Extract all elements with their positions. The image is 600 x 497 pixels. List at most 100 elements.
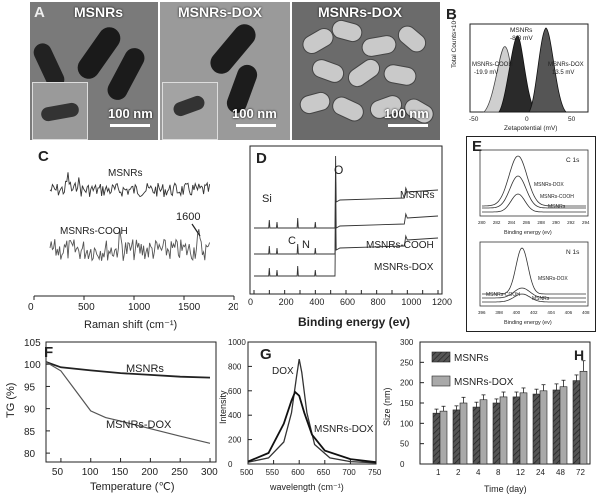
bar-msnrs-dox — [519, 392, 528, 465]
tick-label: 1000 — [401, 297, 421, 307]
tick-label: 150 — [400, 399, 414, 408]
panel-letter: F — [44, 344, 54, 361]
tick-label: -50 — [469, 116, 479, 123]
peak-label-o: O — [334, 163, 343, 177]
peak-msnrs-dox — [528, 27, 567, 113]
axis-label-x: Binding energy (ev) — [298, 315, 410, 329]
series-line-msnrs-dox — [45, 361, 211, 444]
tick-label: 72 — [576, 468, 585, 477]
series-msnrs — [482, 293, 586, 303]
tick-label: 650 — [317, 468, 331, 477]
tick-label: 24 — [536, 468, 545, 477]
series-label: MSNRs — [108, 168, 142, 179]
series-label: MSNRs-COOH — [60, 226, 128, 237]
tick-label: 600 — [228, 387, 242, 396]
tick-label: 12 — [516, 468, 525, 477]
tick-label: 280 — [478, 220, 486, 225]
inset-image — [162, 82, 218, 140]
series-msnrs-dox — [482, 155, 586, 207]
tga-chart: 50 100 150 200 250 300 80 85 90 95 100 105 MSNRs MS… — [5, 338, 218, 493]
tick-label: 48 — [556, 468, 565, 477]
peak-label: MSNRs-COOH — [472, 62, 513, 68]
peak-value: 13.5 mV — [552, 70, 574, 76]
tem-image-msnrs — [30, 2, 158, 140]
bar-msnrs — [432, 412, 441, 465]
tick-label: 0 — [28, 302, 34, 313]
tick-label: 290 — [552, 220, 560, 225]
tick-label: 50 — [400, 440, 409, 449]
tick-label: 105 — [24, 338, 41, 349]
peak-label-si: Si — [262, 193, 272, 205]
tick-label: 95 — [24, 382, 36, 393]
panel-letter: E — [472, 138, 483, 155]
tick-label: 550 — [266, 468, 280, 477]
axis-ticks: 500 550 600 650 700 750 0 200 400 600 800 1000 — [228, 338, 382, 477]
tick-label: 1 — [436, 468, 441, 477]
axis-label-x: Binding energy (ev) — [504, 320, 552, 326]
peak-label-c: C — [288, 235, 296, 247]
tick-label: 1000 — [228, 338, 246, 347]
tick-label: 0 — [525, 116, 529, 123]
subplot-label: C 1s — [566, 157, 580, 164]
series-label: MSNRs — [126, 363, 164, 375]
series-msnrs-cooh — [49, 227, 211, 262]
peak-label: MSNRs-DOX — [548, 62, 584, 68]
plot-frame — [247, 341, 377, 465]
tick-label: 100 — [24, 360, 41, 371]
panel-letter: G — [260, 346, 272, 363]
x-ticks: 0 500 1000 1500 2000 — [28, 296, 238, 313]
axis-label-x: Binding energy (ev) — [504, 230, 552, 236]
series-label: MSNRs — [400, 190, 434, 201]
bar-msnrs — [512, 396, 521, 465]
tick-label: 85 — [24, 427, 36, 438]
tick-label: 600 — [291, 468, 305, 477]
series-label: MSNRs — [548, 204, 566, 210]
series-msnrs — [254, 155, 439, 229]
legend-swatch-msnrs-dox — [431, 375, 451, 387]
bar-msnrs-dox — [539, 390, 548, 465]
axis-ticks: 50 100 150 200 250 300 80 85 90 95 100 105 — [24, 338, 218, 478]
bar-msnrs-dox — [559, 386, 568, 465]
tick-label: 292 — [567, 220, 575, 225]
tick-label: 284 — [508, 220, 516, 225]
tick-label: 200 — [400, 379, 414, 388]
tick-label: 0 — [228, 460, 233, 469]
axis-label-y: TG (%) — [5, 383, 17, 418]
tick-label: 300 — [201, 467, 218, 478]
zeta-potential-chart: Total Counts×10⁴ Zetapotential (mV) -50 … — [451, 18, 589, 132]
tick-label: 100 — [82, 467, 99, 478]
tick-label: 1000 — [128, 302, 151, 313]
tick-label: 250 — [400, 358, 414, 367]
tick-label: 800 — [371, 297, 386, 307]
series-label: DOX — [272, 366, 294, 377]
x-ticks: 280 282 284 286 288 290 292 294 — [478, 220, 590, 225]
tick-label: 50 — [52, 467, 64, 478]
series-label: MSNRs-DOX — [106, 419, 172, 431]
bar-msnrs — [472, 406, 481, 465]
series-msnrs-cooh — [482, 287, 586, 299]
tick-label: 294 — [582, 220, 590, 225]
tick-label: 90 — [24, 405, 36, 416]
bar-msnrs-dox — [459, 402, 468, 465]
axis-label-x: Zetapotential (mV) — [504, 125, 557, 132]
series-label: MSNRs-DOX — [374, 262, 434, 273]
panel-letter: B — [446, 6, 457, 23]
sem-image-msnrs-dox — [292, 2, 440, 140]
bar-msnrs — [492, 402, 501, 465]
series-label: MSNRs-DOX — [314, 424, 374, 435]
image-label: MSNRs-DOX — [178, 4, 263, 20]
raman-chart: 0 500 1000 1500 2000 MSNRs MSNRs-COOH 1600 R… — [28, 168, 238, 331]
annotation-label: 1600 — [176, 211, 200, 223]
plot-frame — [45, 341, 217, 463]
tick-label: 200 — [141, 467, 158, 478]
axis-label-x: Raman shift (cm⁻¹) — [84, 319, 177, 331]
tem-image-msnrs-dox — [160, 2, 290, 140]
tick-label: 1500 — [178, 302, 201, 313]
series-msnrs-dox — [254, 201, 439, 277]
scale-label: 100 nm — [384, 106, 429, 121]
c1s-frame — [479, 149, 589, 217]
axis-label-y: Intensity — [218, 390, 228, 424]
bar-msnrs-dox — [479, 399, 488, 465]
